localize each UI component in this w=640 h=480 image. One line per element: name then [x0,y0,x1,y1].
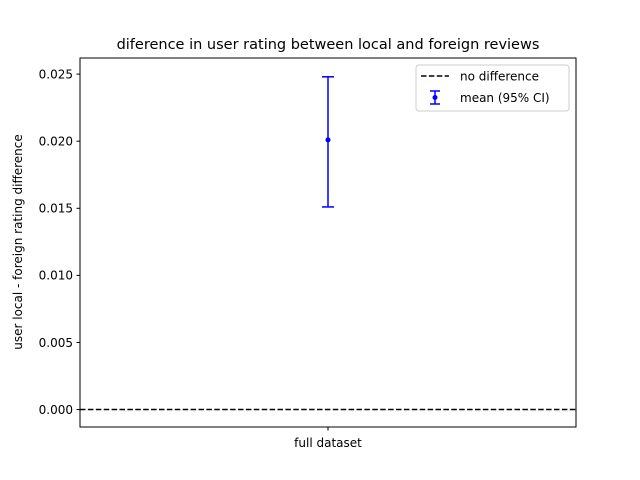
legend-mean-ci-swatch [430,90,440,105]
chart-title: diference in user rating between local a… [117,37,540,53]
y-tick-label: 0.020 [39,134,73,148]
legend-no-difference-label: no difference [460,70,539,84]
legend: no difference mean (95% CI) [415,64,570,112]
x-ticks: full dataset [294,427,362,450]
y-axis-label: user local - foreign rating difference [11,134,25,350]
y-tick-label: 0.025 [39,67,73,81]
legend-mean-ci-label: mean (95% CI) [460,91,550,105]
y-tick-label: 0.005 [39,336,73,350]
y-tick-label: 0.010 [39,269,73,283]
x-tick-label: full dataset [294,436,362,450]
plot-area-frame [79,57,577,428]
mean-point [325,137,331,143]
y-ticks: 0.000 0.005 0.010 0.015 0.020 0.025 [39,67,80,417]
legend-box [415,64,570,112]
y-tick-label: 0.015 [39,202,73,216]
errorbar-layer [322,76,334,208]
y-tick-label: 0.000 [39,403,73,417]
